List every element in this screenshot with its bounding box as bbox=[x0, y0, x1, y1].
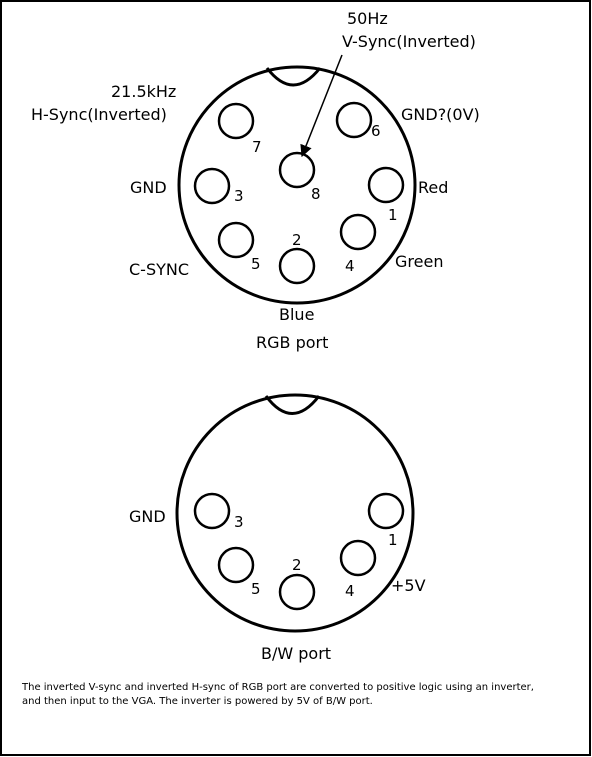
rgb-port-title: RGB port bbox=[256, 333, 328, 352]
rgb-pin-8-label-line1: 50Hz bbox=[347, 9, 388, 28]
bw-pin-5-hole bbox=[217, 546, 255, 584]
rgb-pin-1-number: 1 bbox=[388, 206, 398, 224]
bw-pin-3-label: GND bbox=[129, 507, 166, 526]
rgb-pin-2-hole bbox=[278, 247, 316, 285]
bw-port-title: B/W port bbox=[261, 644, 331, 663]
bw-pin-4-number: 4 bbox=[345, 582, 355, 600]
rgb-pin-3-hole bbox=[193, 167, 231, 205]
rgb-connector: 7 6 8 3 1 5 4 2 50Hz V-Sync(Inverted) 21… bbox=[31, 9, 480, 352]
rgb-pin-5-label: C-SYNC bbox=[129, 260, 189, 279]
bw-connector: 3 1 5 4 2 GND +5V B/W port bbox=[129, 393, 426, 663]
rgb-pin-5-number: 5 bbox=[251, 255, 261, 273]
rgb-pin-6-hole bbox=[335, 101, 373, 139]
rgb-pin-8-hole bbox=[278, 151, 316, 189]
rgb-pin-8-number: 8 bbox=[311, 185, 321, 203]
rgb-pin-3-label: GND bbox=[130, 178, 167, 197]
bw-pin-5-number: 5 bbox=[251, 580, 261, 598]
rgb-pin-3-number: 3 bbox=[234, 187, 244, 205]
bw-pin-1-hole bbox=[367, 492, 405, 530]
bw-connector-key-notch bbox=[264, 395, 321, 415]
v-sync-arrow bbox=[300, 54, 343, 158]
rgb-pin-2-label: Blue bbox=[279, 305, 314, 324]
rgb-pin-4-number: 4 bbox=[345, 257, 355, 275]
bw-pin-1-number: 1 bbox=[388, 531, 398, 549]
footnote-line-1: The inverted V-sync and inverted H-sync … bbox=[21, 682, 534, 693]
bw-pin-2-hole bbox=[278, 573, 316, 611]
rgb-pin-7-label-line1: 21.5kHz bbox=[111, 82, 176, 101]
rgb-pin-7-number: 7 bbox=[252, 138, 262, 156]
bw-pin-3-hole bbox=[193, 492, 231, 530]
rgb-pin-4-hole bbox=[339, 213, 377, 251]
rgb-connector-body bbox=[177, 65, 417, 305]
rgb-pin-7-hole bbox=[217, 102, 255, 140]
bw-connector-body bbox=[175, 393, 415, 633]
rgb-pin-5-hole bbox=[217, 221, 255, 259]
bw-pin-2-number: 2 bbox=[292, 556, 302, 574]
rgb-pin-4-label: Green bbox=[395, 252, 443, 271]
rgb-pin-2-number: 2 bbox=[292, 231, 302, 249]
rgb-pin-1-label: Red bbox=[418, 178, 448, 197]
rgb-pin-1-hole bbox=[367, 166, 405, 204]
rgb-pin-8-label-line2: V-Sync(Inverted) bbox=[342, 32, 476, 51]
rgb-connector-key-notch bbox=[265, 67, 322, 87]
rgb-pin-6-label: GND?(0V) bbox=[401, 105, 480, 124]
bw-pin-3-number: 3 bbox=[234, 513, 244, 531]
bw-pin-4-hole bbox=[339, 539, 377, 577]
bw-pin-4-label: +5V bbox=[391, 576, 426, 595]
rgb-pin-7-label-line2: H-Sync(Inverted) bbox=[31, 105, 167, 124]
footnote-line-2: and then input to the VGA. The inverter … bbox=[22, 696, 373, 707]
rgb-pin-6-number: 6 bbox=[371, 122, 381, 140]
